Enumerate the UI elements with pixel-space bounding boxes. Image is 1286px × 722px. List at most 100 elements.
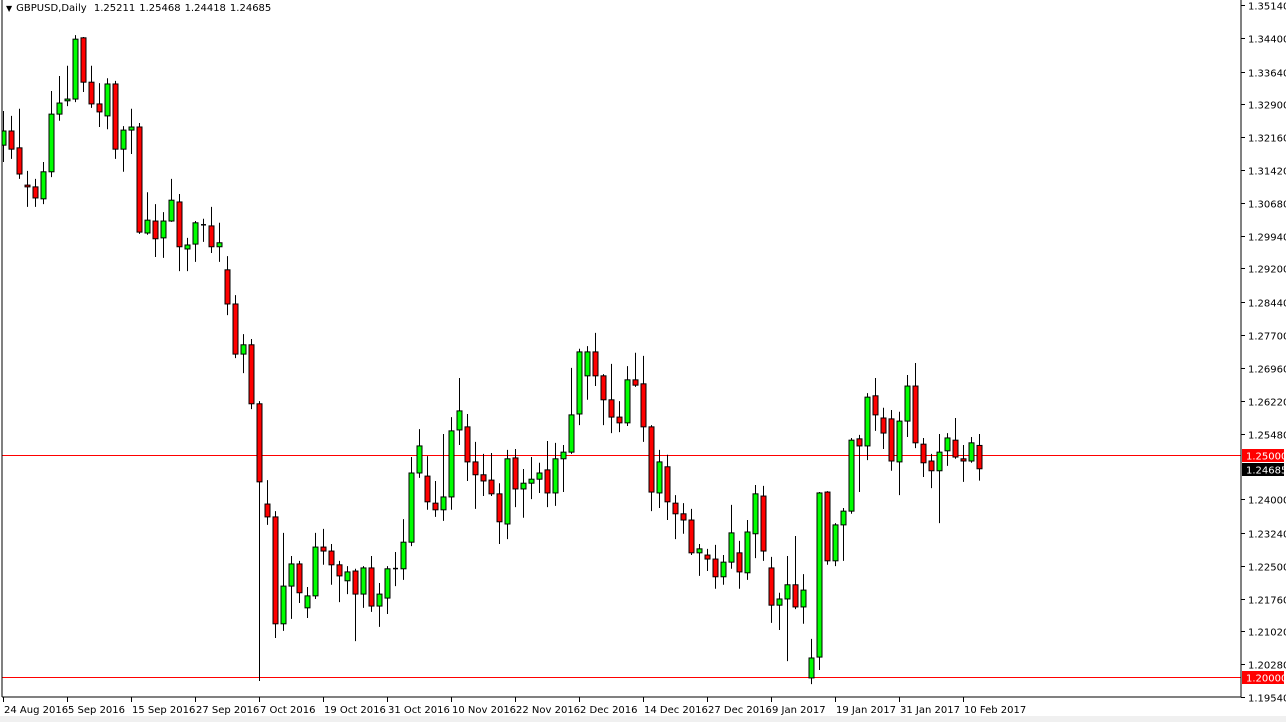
candle: [72, 35, 79, 103]
candle-body-bear: [736, 552, 743, 573]
candle-body-bull: [456, 410, 463, 431]
candle-body-bear: [544, 469, 551, 494]
x-tick-label: 27 Dec 2016: [708, 705, 772, 716]
candle: [616, 401, 623, 433]
y-tick-label: 1.25480: [1248, 431, 1286, 442]
candle: [944, 433, 951, 466]
candle: [393, 551, 398, 587]
candle-body-bear: [112, 83, 119, 150]
y-tick-label: 1.29200: [1248, 265, 1286, 276]
level-label: 1.25000: [1246, 452, 1286, 463]
candle-body-bull: [120, 129, 127, 150]
x-tick-label: 27 Sep 2016: [196, 705, 259, 716]
candle: [472, 441, 479, 509]
candle: [624, 366, 631, 426]
price-axis[interactable]: 1.35140 1.34400 1.33640 1.32900 1.32160 1.314…: [1241, 2, 1286, 705]
y-tick-label: 1.31420: [1248, 167, 1286, 178]
level-label-box: [1242, 671, 1284, 684]
candle: [912, 362, 919, 449]
y-tick-label: 1.30680: [1248, 200, 1286, 211]
candle-body-bull: [416, 445, 423, 474]
candle: [592, 332, 599, 387]
time-axis[interactable]: 24 Aug 2016 5 Sep 2016 15 Sep 2016 27 Sep 2…: [3, 697, 1027, 716]
y-tick-label: 1.21020: [1248, 628, 1286, 639]
candle-body-bear: [336, 564, 343, 577]
price-level-labels: 1.25000 1.20000 1.24685: [1242, 449, 1286, 685]
candle-body-bull: [240, 344, 247, 355]
candle-body-bull: [144, 219, 151, 234]
candle: [208, 206, 215, 253]
candle: [408, 457, 415, 547]
candle: [256, 401, 263, 682]
candle: [128, 108, 135, 155]
candle-body-bull: [344, 571, 351, 582]
candle: [696, 543, 703, 576]
candle: [88, 65, 95, 108]
candle-body-bull: [56, 102, 63, 115]
candle-body-bear: [616, 416, 623, 424]
candle: [352, 568, 359, 642]
candle-body-bear: [8, 130, 15, 150]
candle: [416, 429, 423, 478]
y-tick-label: 1.21760: [1248, 596, 1286, 607]
y-tick-label: 1.20280: [1248, 661, 1286, 672]
candle: [680, 503, 687, 534]
x-tick-label: 22 Nov 2016: [516, 705, 580, 716]
candle: [808, 638, 815, 685]
candle: [864, 393, 871, 461]
candle: [312, 532, 319, 599]
candle-body-bull: [408, 472, 415, 543]
candle: [976, 434, 983, 481]
candle: [176, 193, 183, 272]
candle: [264, 480, 271, 525]
candle: [520, 468, 527, 518]
candle: [936, 433, 943, 524]
candle: [568, 367, 575, 454]
candle-body-bull: [192, 222, 199, 245]
candle: [952, 417, 959, 459]
candle: [448, 417, 455, 510]
candle-body-bull: [400, 541, 407, 570]
candle-body-bull: [288, 563, 295, 587]
candle-body-bull: [48, 113, 55, 173]
candle: [840, 508, 847, 561]
y-tick-label: 1.35140: [1248, 2, 1286, 13]
candle: [320, 528, 327, 565]
x-tick-label: 7 Oct 2016: [260, 705, 315, 716]
candle-body-bull: [728, 532, 735, 563]
candle-body-bear: [424, 475, 431, 503]
candle-body-bear: [680, 513, 687, 521]
candle-body-bear: [368, 567, 375, 607]
y-tick-label: 1.34400: [1248, 35, 1286, 46]
candle-body-bear: [16, 147, 23, 175]
y-tick-label: 1.22500: [1248, 563, 1286, 574]
candle: [96, 83, 103, 127]
candle: [552, 442, 559, 506]
y-tick-label: 1.32160: [1248, 134, 1286, 145]
candle-body-bear: [24, 184, 31, 188]
candle-body-bear: [632, 379, 639, 386]
candle-body-bull: [800, 589, 807, 608]
candle-body-bear: [880, 417, 887, 434]
candle-body-bear: [856, 438, 863, 447]
candle: [104, 78, 111, 130]
candle-body-bear: [664, 466, 671, 503]
candle-body-bull: [448, 430, 455, 498]
candle: [48, 91, 55, 178]
candle-body-bear: [592, 351, 599, 377]
candle: [528, 457, 535, 500]
candle-body-bear: [96, 103, 103, 113]
triangle-down-icon[interactable]: ▼: [6, 4, 13, 13]
candle: [504, 449, 511, 540]
candle-body-bear: [920, 443, 927, 464]
candle: [896, 411, 903, 496]
candle: [824, 491, 831, 565]
candle: [968, 437, 975, 463]
x-tick-label: 9 Jan 2017: [772, 705, 826, 716]
candle-body-bear: [640, 383, 647, 428]
candle-body-bull: [840, 510, 847, 526]
candle-body-bull: [744, 531, 751, 574]
candle-body-bull: [376, 593, 383, 607]
candle-body-bear: [464, 426, 471, 463]
